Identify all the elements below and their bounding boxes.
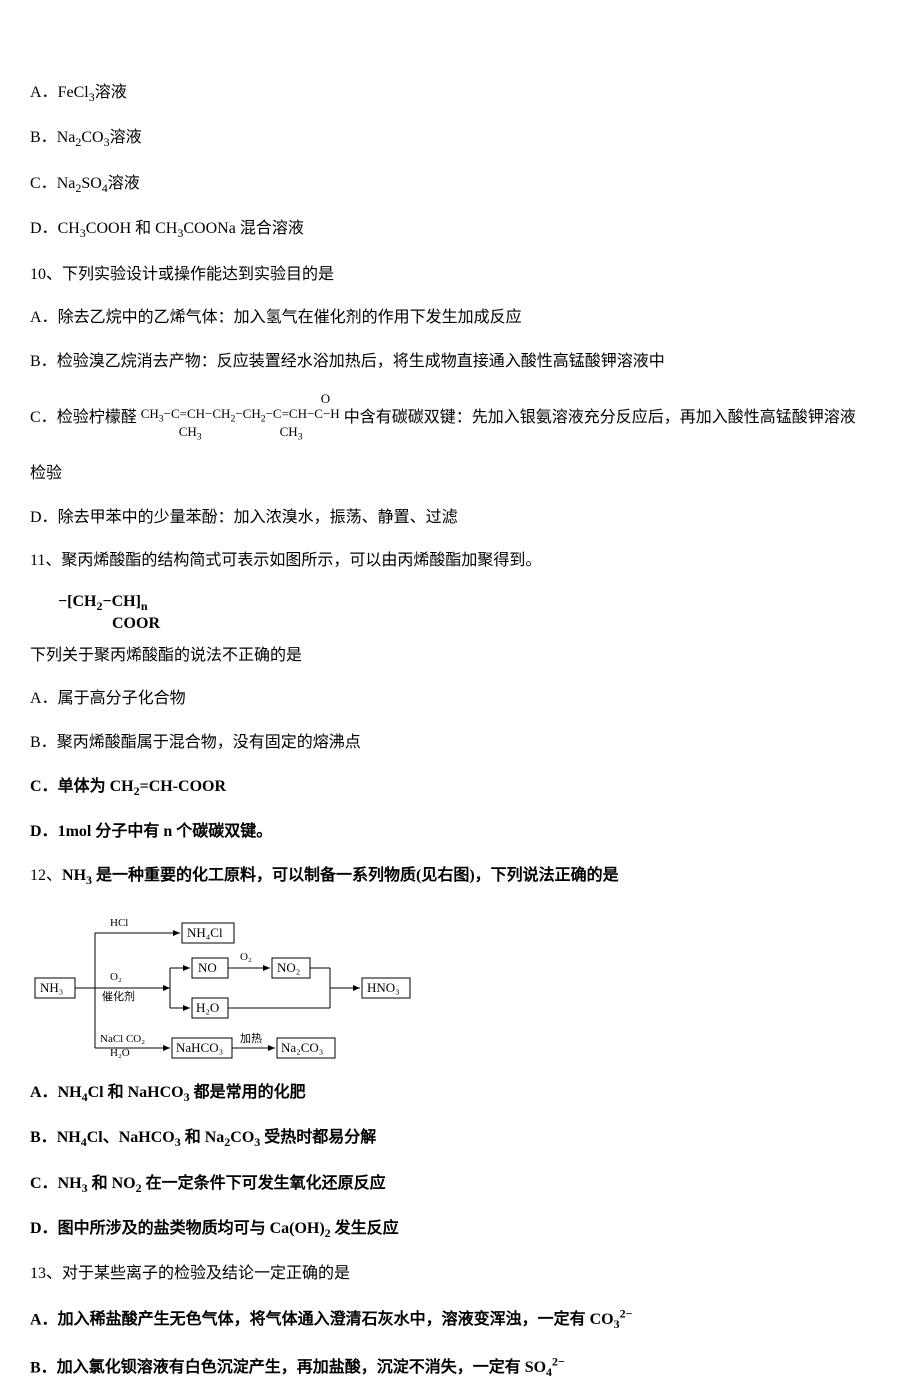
q12-option-a: A．NH4Cl 和 NaHCO3 都是常用的化肥 [30, 1080, 890, 1107]
option-prefix: B． [30, 129, 57, 146]
option-text-pre: 检验柠檬醛 [57, 405, 137, 431]
option-text: 聚丙烯酸酯属于混合物，没有固定的熔沸点 [57, 734, 361, 751]
q11-option-b: B．聚丙烯酸酯属于混合物，没有固定的熔沸点 [30, 730, 890, 756]
option-prefix: A． [30, 309, 58, 326]
q13-stem: 13、对于某些离子的检验及结论一定正确的是 [30, 1261, 890, 1287]
option-text: FeCl3溶液 [58, 84, 127, 101]
option-text: Na2SO4溶液 [57, 175, 140, 192]
option-prefix: D． [30, 823, 58, 840]
q10-option-a: A．除去乙烷中的乙烯气体：加入氢气在催化剂的作用下发生加成反应 [30, 305, 890, 331]
q11-follow: 下列关于聚丙烯酸酯的说法不正确的是 [30, 643, 890, 669]
option-prefix: D． [30, 1220, 58, 1237]
na2co3-label: Na₂CO₃ [281, 1040, 323, 1055]
option-prefix: D． [30, 509, 58, 526]
option-text: NH4Cl、NaHCO3 和 Na2CO3 受热时都易分解 [57, 1129, 377, 1146]
option-text: NH4Cl 和 NaHCO3 都是常用的化肥 [58, 1084, 306, 1101]
q13-option-b: B．加入氯化钡溶液有白色沉淀产生，再加盐酸，沉淀不消失，一定有 SO42− [30, 1353, 890, 1382]
option-text: 加入稀盐酸产生无色气体，将气体通入澄清石灰水中，溶液变浑浊，一定有 CO32− [58, 1311, 633, 1328]
no2-label: NO₂ [277, 960, 300, 975]
struct-mid: CH3−C=CH−CH2−CH2−C=CH−C−H [141, 407, 340, 425]
q11-option-a: A．属于高分子化合物 [30, 686, 890, 712]
option-prefix: A． [30, 1311, 58, 1328]
option-text: 属于高分子化合物 [58, 690, 186, 707]
polyacrylate-structure: −[CH2−CH]n COOR [30, 592, 890, 633]
h2o-label-2: H₂O [110, 1047, 130, 1059]
no-label: NO [198, 960, 217, 975]
q12-option-b: B．NH4Cl、NaHCO3 和 Na2CO3 受热时都易分解 [30, 1125, 890, 1152]
option-text-post: 中含有碳碳双键：先加入银氨溶液充分反应后，再加入酸性高锰酸钾溶液 [344, 405, 856, 431]
nh3-label: NH₃ [40, 980, 63, 995]
option-text: 1mol 分子中有 n 个碳碳双键。 [58, 823, 273, 840]
option-text: NH3 和 NO2 在一定条件下可发生氧化还原反应 [58, 1175, 386, 1192]
o2-label-2: O₂ [240, 951, 252, 963]
option-text: 单体为 CH2=CH-COOR [58, 778, 226, 795]
hcl-label: HCl [110, 917, 128, 929]
option-prefix: C． [30, 1175, 58, 1192]
q9-option-c: C．Na2SO4溶液 [30, 171, 890, 198]
option-text: CH3COOH 和 CH3COONa 混合溶液 [58, 220, 304, 237]
q11-stem: 11、聚丙烯酸酯的结构简式可表示如图所示，可以由丙烯酸酯加聚得到。 [30, 548, 890, 574]
option-text: 除去甲苯中的少量苯酚：加入浓溴水，振荡、静置、过滤 [58, 509, 458, 526]
option-prefix: C． [30, 778, 58, 795]
q10-option-b: B．检验溴乙烷消去产物：反应装置经水浴加热后，将生成物直接通入酸性高锰酸钾溶液中 [30, 349, 890, 375]
poly-r2: COOR [30, 614, 890, 633]
q11-option-c: C．单体为 CH2=CH-COOR [30, 774, 890, 801]
q10-stem: 10、下列实验设计或操作能达到实验目的是 [30, 262, 890, 288]
option-prefix: C． [30, 175, 57, 192]
nahco3-label: NaHCO₃ [176, 1040, 223, 1055]
q10-option-c: C．检验柠檬醛 O CH3−C=CH−CH2−CH2−C=CH−C−H CH3 … [30, 392, 890, 443]
diagram-svg: .bx{fill:#fff;stroke:#000;stroke-width:1… [30, 908, 460, 1068]
option-prefix: B． [30, 1129, 57, 1146]
poly-r1: −[CH2−CH]n [30, 592, 890, 614]
o2-label: O₂ [110, 971, 122, 983]
q13-option-a: A．加入稀盐酸产生无色气体，将气体通入澄清石灰水中，溶液变浑浊，一定有 CO32… [30, 1305, 890, 1335]
option-prefix: B． [30, 1359, 57, 1376]
q9-option-b: B．Na2CO3溶液 [30, 125, 890, 152]
q9-option-d: D．CH3COOH 和 CH3COONa 混合溶液 [30, 216, 890, 243]
nh3-diagram: .bx{fill:#fff;stroke:#000;stroke-width:1… [30, 908, 890, 1068]
q10-option-c-cont: 检验 [30, 461, 890, 487]
nacl-co2-label: NaCl CO₂ [100, 1033, 145, 1045]
q10-option-d: D．除去甲苯中的少量苯酚：加入浓溴水，振荡、静置、过滤 [30, 505, 890, 531]
option-text: 加入氯化钡溶液有白色沉淀产生，再加盐酸，沉淀不消失，一定有 SO42− [57, 1359, 565, 1376]
hno3-label: HNO₃ [367, 980, 400, 995]
struct-bot: CH3 CH3 [141, 425, 340, 443]
h2o-label: H₂O [196, 1000, 219, 1015]
option-text: Na2CO3溶液 [57, 129, 142, 146]
q12-stem: 12、NH3 是一种重要的化工原料，可以制备一系列物质(见右图)，下列说法正确的… [30, 863, 890, 890]
q12-option-c: C．NH3 和 NO2 在一定条件下可发生氧化还原反应 [30, 1171, 890, 1198]
citral-structure: O CH3−C=CH−CH2−CH2−C=CH−C−H CH3 CH3 [141, 392, 340, 443]
struct-top: O [141, 392, 340, 406]
option-prefix: B． [30, 734, 57, 751]
option-prefix: D． [30, 220, 58, 237]
q12-option-d: D．图中所涉及的盐类物质均可与 Ca(OH)2 发生反应 [30, 1216, 890, 1243]
option-text: 检验溴乙烷消去产物：反应装置经水浴加热后，将生成物直接通入酸性高锰酸钾溶液中 [57, 353, 665, 370]
option-prefix: A． [30, 690, 58, 707]
heat-label: 加热 [240, 1032, 262, 1045]
catalyst-label: 催化剂 [102, 989, 135, 1003]
option-prefix: A． [30, 1084, 58, 1101]
q11-option-d: D．1mol 分子中有 n 个碳碳双键。 [30, 819, 890, 845]
option-prefix: C． [30, 405, 57, 431]
option-prefix: A． [30, 84, 58, 101]
option-text: 除去乙烷中的乙烯气体：加入氢气在催化剂的作用下发生加成反应 [58, 309, 522, 326]
option-text: 图中所涉及的盐类物质均可与 Ca(OH)2 发生反应 [58, 1220, 399, 1237]
option-prefix: B． [30, 353, 57, 370]
nh4cl-label: NH₄Cl [187, 925, 223, 940]
q9-option-a: A．FeCl3溶液 [30, 80, 890, 107]
